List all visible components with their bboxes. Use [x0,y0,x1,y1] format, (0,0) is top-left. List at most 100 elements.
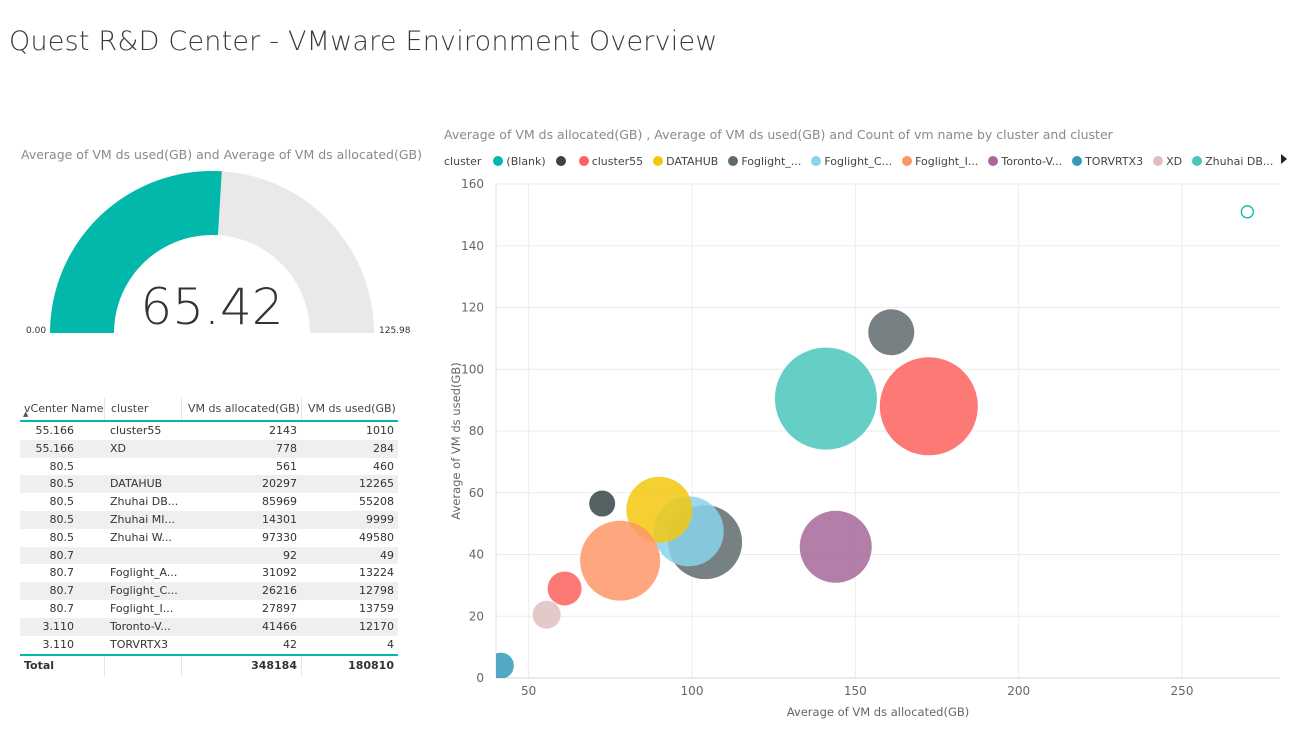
table-row[interactable]: 55.166 XD 778 284 [20,439,398,458]
gauge-visual[interactable]: 65.42 0.00 125.98 [15,165,415,345]
cell-vcenter: 80.5 [49,512,75,526]
cell-vcenter: 80.5 [49,477,75,491]
column-header-vcenter[interactable]: vCenter Name ▲ [23,402,104,418]
legend-marker [555,156,566,166]
y-tick-label: 40 [469,548,484,562]
cell-vcenter: 80.5 [49,459,75,473]
legend-label: Foglight_... [741,154,802,168]
cell-used: 13759 [359,601,394,615]
legend-label: (Blank) [506,154,546,168]
chart-legend[interactable]: cluster (Blank) cluster55 DATAHUB Foglight_… [444,153,1283,169]
total-cluster [104,656,181,677]
y-tick-label: 0 [476,671,484,685]
cell-cluster: Zhuhai DB... [110,495,179,509]
cell-vcenter: 80.7 [49,548,75,562]
legend-label: cluster55 [591,154,644,168]
table-row[interactable]: 3.110 Toronto-V... 41466 12170 [20,617,398,636]
cell-used: 460 [373,459,394,473]
legend-next-arrow-icon[interactable] [1281,154,1287,164]
cell-allocated: 27897 [262,601,297,615]
table-row[interactable]: 80.5 561 460 [20,458,398,476]
cell-used: 4 [387,637,394,651]
legend-item[interactable]: Foglight_C... [811,155,892,168]
column-header-allocated[interactable]: VM ds allocated(GB) [181,398,301,420]
table-row[interactable]: 80.7 Foglight_C... 26216 12798 [20,582,398,600]
bubble-point[interactable] [532,600,561,629]
data-table[interactable]: vCenter Name ▲ cluster VM ds allocated(G… [20,398,398,677]
y-tick-label: 60 [469,486,484,500]
bubble-point[interactable] [1240,205,1254,219]
bubble-point[interactable] [626,476,693,543]
cell-used: 9999 [366,512,394,526]
bubble-point[interactable] [589,490,616,517]
cell-cluster: Toronto-V... [110,619,171,633]
bubble-point[interactable] [547,571,582,606]
cell-cluster [104,547,181,565]
legend-marker [1072,156,1083,166]
bubble-point[interactable] [774,347,877,450]
column-header-used[interactable]: VM ds used(GB) [301,398,398,420]
cell-used: 12265 [359,477,394,491]
table-row[interactable]: 80.5 Zhuhai W... 97330 49580 [20,529,398,547]
cell-allocated: 97330 [262,530,297,544]
sort-ascending-icon[interactable]: ▲ [23,410,29,418]
legend-item[interactable]: TORVRTX3 [1072,155,1143,168]
column-header-cluster[interactable]: cluster [104,398,181,420]
bubble-point[interactable] [879,357,978,456]
legend-label: Foglight_C... [824,154,893,168]
table-row[interactable]: 80.7 Foglight_I... 27897 13759 [20,600,398,618]
y-tick-label: 120 [461,301,484,315]
y-tick-label: 20 [469,609,484,623]
scatter-chart[interactable]: 0 20 40 60 80 100 120 140 160 50 100 150 200 250 Avera… [440,172,1300,722]
legend-item[interactable]: Toronto-V... [988,155,1062,168]
legend-item[interactable]: Foglight_I... [902,155,978,168]
gauge-min-label: 0.00 [26,326,46,336]
table-row[interactable]: 80.7 Foglight_A... 31092 13224 [20,564,398,582]
gauge-title: Average of VM ds used(GB) and Average of… [21,147,422,162]
legend-item[interactable]: Zhuhai DB... [1192,155,1273,168]
table-row[interactable]: 55.166 cluster55 2143 1010 [20,422,398,440]
table-row[interactable]: 80.7 92 49 [20,546,398,565]
cell-used: 1010 [366,424,394,437]
table-header: vCenter Name ▲ cluster VM ds allocated(G… [20,398,398,422]
table-row[interactable]: 80.5 Zhuhai MI... 14301 9999 [20,510,398,529]
legend-item[interactable]: cluster55 [578,154,644,168]
cell-used: 284 [373,441,394,455]
legend-title: cluster [444,154,482,168]
legend-item[interactable]: (Blank) [493,154,546,168]
chart-title: Average of VM ds allocated(GB) , Average… [444,127,1113,142]
legend-marker [902,156,913,166]
bubble-point[interactable] [580,520,661,601]
cell-allocated: 42 [283,637,297,651]
cell-cluster: XD [110,441,127,455]
cell-vcenter: 55.166 [35,424,75,437]
legend-marker [1153,156,1164,166]
cell-vcenter: 80.5 [49,530,75,544]
legend-label: Toronto-V... [1001,154,1063,168]
legend-item[interactable]: Foglight_... [728,155,801,168]
legend-marker [1192,156,1203,166]
legend-label: XD [1166,154,1183,168]
bubble-point[interactable] [488,652,514,679]
cell-used: 55208 [359,495,394,509]
table-row[interactable]: 3.110 TORVRTX3 42 4 [20,636,398,654]
legend-item[interactable]: DATAHUB [653,155,718,168]
cell-allocated: 561 [276,459,297,473]
table-body: 55.166 cluster55 2143 1010 55.166 XD 778 284 80.… [20,422,398,653]
y-tick-label: 160 [461,177,484,191]
legend-label: Zhuhai DB... [1205,154,1274,168]
total-used: 180810 [301,656,398,677]
bubble-point[interactable] [868,309,915,356]
legend-item[interactable] [555,156,569,166]
table-row[interactable]: 80.5 DATAHUB 20297 12265 [20,475,398,494]
table-row[interactable]: 80.5 Zhuhai DB... 85969 55208 [20,493,398,511]
cell-allocated: 14301 [262,512,297,526]
x-axis-title: Average of VM ds allocated(GB) [787,705,970,719]
legend-item[interactable]: XD [1153,155,1182,168]
cell-cluster [104,458,181,476]
cell-allocated: 2143 [269,424,297,437]
cell-cluster: Foglight_C... [110,584,178,598]
bubble-point[interactable] [799,510,872,583]
cell-cluster: TORVRTX3 [110,637,169,651]
cell-cluster: Zhuhai MI... [110,512,175,526]
